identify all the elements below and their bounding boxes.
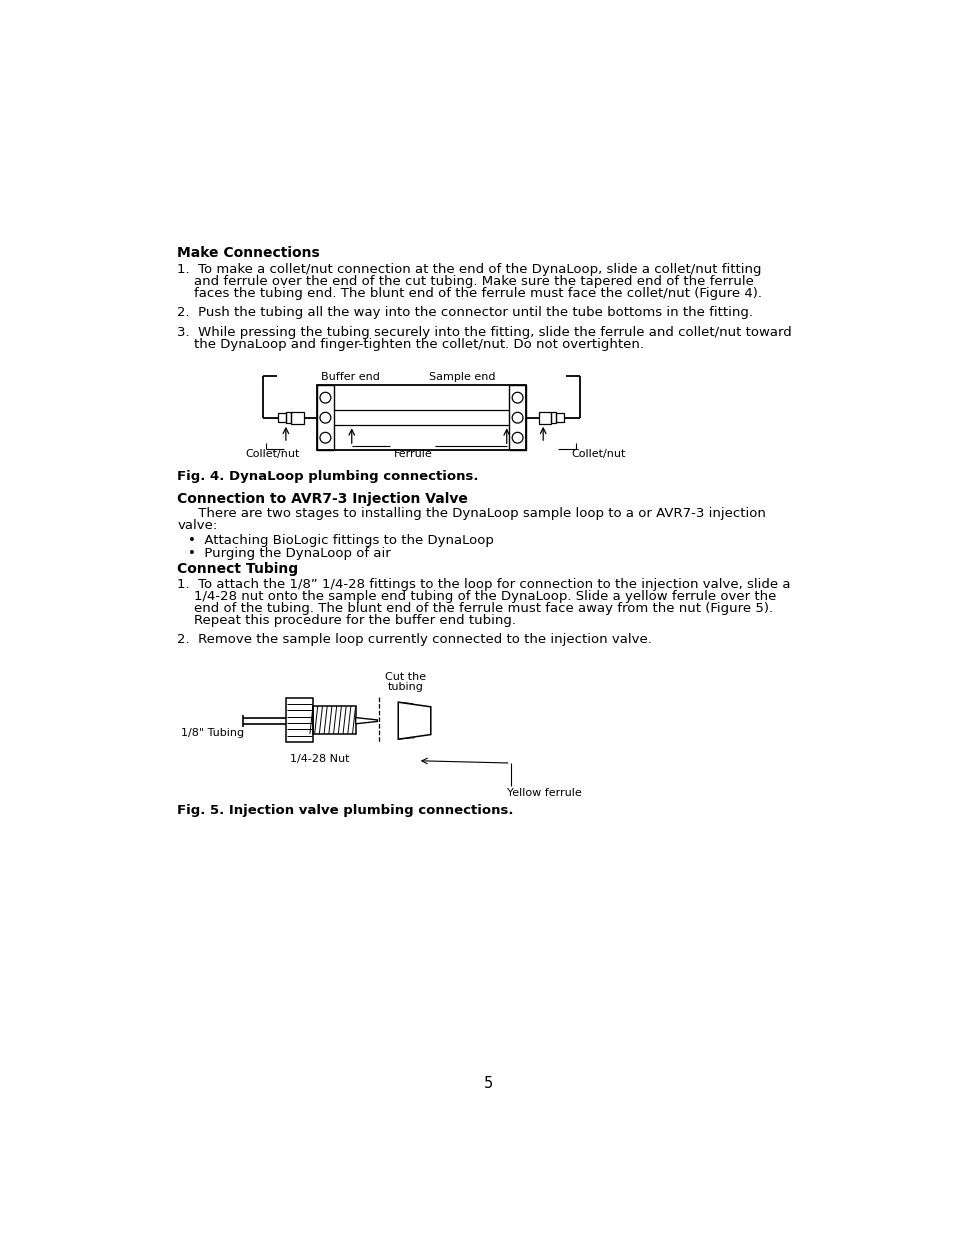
Text: Fig. 5. Injection valve plumbing connections.: Fig. 5. Injection valve plumbing connect…	[177, 804, 514, 816]
Text: Connect Tubing: Connect Tubing	[177, 562, 298, 577]
Bar	[278, 412, 286, 422]
Bar	[291, 411, 303, 424]
Polygon shape	[355, 718, 377, 724]
Text: 2.  Remove the sample loop currently connected to the injection valve.: 2. Remove the sample loop currently conn…	[177, 634, 652, 646]
Text: 5: 5	[484, 1076, 493, 1091]
Bar	[550, 412, 556, 424]
Text: Yellow ferrule: Yellow ferrule	[506, 788, 581, 799]
Bar	[556, 412, 563, 422]
Text: Collet/nut: Collet/nut	[245, 448, 299, 458]
Text: 2.  Push the tubing all the way into the connector until the tube bottoms in the: 2. Push the tubing all the way into the …	[177, 306, 753, 320]
Text: 1/4-28 nut onto the sample end tubing of the DynaLoop. Slide a yellow ferrule ov: 1/4-28 nut onto the sample end tubing of…	[177, 590, 776, 603]
Text: Ferrule: Ferrule	[394, 450, 433, 459]
Text: tubing: tubing	[388, 682, 423, 692]
Text: 1/8" Tubing: 1/8" Tubing	[181, 729, 244, 739]
Bar	[316, 385, 334, 450]
Text: 1.  To attach the 1/8” 1/4-28 fittings to the loop for connection to the injecti: 1. To attach the 1/8” 1/4-28 fittings to…	[177, 578, 790, 590]
Polygon shape	[397, 703, 431, 740]
Text: •  Attaching BioLogic fittings to the DynaLoop: • Attaching BioLogic fittings to the Dyn…	[188, 534, 494, 547]
Text: 1.  To make a collet/nut connection at the end of the DynaLoop, slide a collet/n: 1. To make a collet/nut connection at th…	[177, 263, 761, 275]
Text: Fig. 4. DynaLoop plumbing connections.: Fig. 4. DynaLoop plumbing connections.	[177, 471, 478, 483]
Text: Connection to AVR7-3 Injection Valve: Connection to AVR7-3 Injection Valve	[177, 492, 468, 505]
Bar	[316, 385, 525, 450]
Text: 1/4-28 Nut: 1/4-28 Nut	[290, 753, 349, 763]
Text: faces the tubing end. The blunt end of the ferrule must face the collet/nut (Fig: faces the tubing end. The blunt end of t…	[177, 287, 761, 300]
Text: There are two stages to installing the DynaLoop sample loop to a or AVR7-3 injec: There are two stages to installing the D…	[177, 508, 765, 520]
Text: Sample end: Sample end	[429, 372, 496, 382]
Text: Cut the: Cut the	[385, 672, 426, 682]
Text: 3.  While pressing the tubing securely into the fitting, slide the ferrule and c: 3. While pressing the tubing securely in…	[177, 326, 791, 340]
Text: end of the tubing. The blunt end of the ferrule must face away from the nut (Fig: end of the tubing. The blunt end of the …	[177, 601, 773, 615]
Bar	[286, 698, 313, 742]
Text: •  Purging the DynaLoop of air: • Purging the DynaLoop of air	[188, 547, 391, 561]
Bar	[313, 706, 355, 734]
Text: the DynaLoop and finger-tighten the collet/nut. Do not overtighten.: the DynaLoop and finger-tighten the coll…	[177, 338, 643, 351]
Text: Make Connections: Make Connections	[177, 246, 320, 261]
Bar	[537, 411, 550, 424]
Text: Buffer end: Buffer end	[320, 372, 379, 382]
Text: valve:: valve:	[177, 519, 217, 532]
Text: Repeat this procedure for the buffer end tubing.: Repeat this procedure for the buffer end…	[177, 614, 516, 626]
Bar	[509, 385, 525, 450]
Text: Collet/nut: Collet/nut	[571, 448, 625, 458]
Text: and ferrule over the end of the cut tubing. Make sure the tapered end of the fer: and ferrule over the end of the cut tubi…	[177, 275, 754, 288]
Bar	[286, 412, 291, 424]
